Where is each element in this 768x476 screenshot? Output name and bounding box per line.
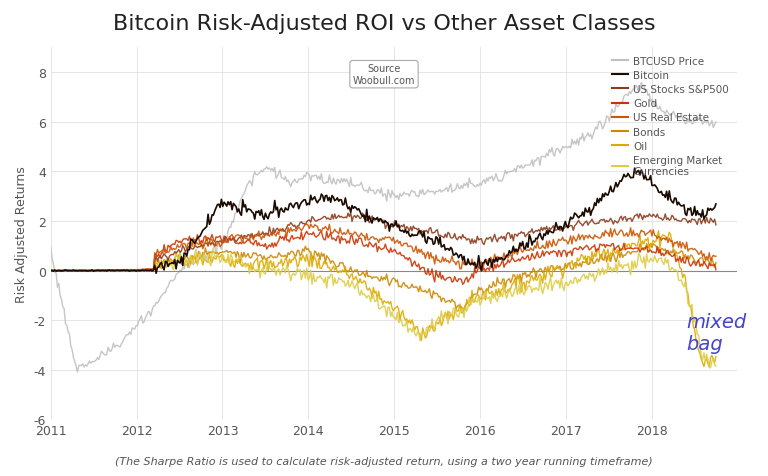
Text: mixed
bag: mixed bag <box>686 312 746 353</box>
Text: (The Sharpe Ratio is used to calculate risk-adjusted return, using a two year ru: (The Sharpe Ratio is used to calculate r… <box>115 456 653 466</box>
Text: Source
Woobull.com: Source Woobull.com <box>353 64 415 86</box>
Y-axis label: Risk Adjusted Returns: Risk Adjusted Returns <box>15 166 28 302</box>
Text: Bitcoin Risk-Adjusted ROI vs Other Asset Classes: Bitcoin Risk-Adjusted ROI vs Other Asset… <box>113 14 655 34</box>
Legend: BTCUSD Price, Bitcoin, US Stocks S&P500, Gold, US Real Estate, Bonds, Oil, Emerg: BTCUSD Price, Bitcoin, US Stocks S&P500,… <box>609 53 732 180</box>
